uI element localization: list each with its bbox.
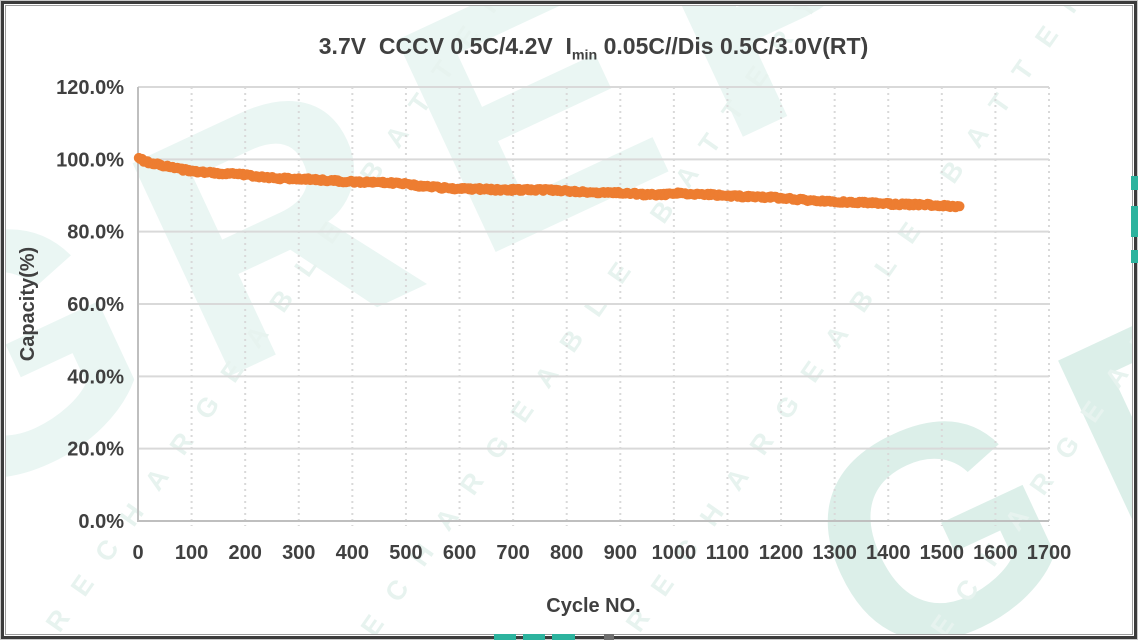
y-tick-label: 100.0% (56, 149, 124, 171)
y-axis-title: Capacity(%) (17, 246, 39, 362)
cropped-logo-fragment (552, 634, 575, 640)
cropped-logo-fragment (1131, 176, 1138, 190)
x-tick-label: 700 (496, 542, 529, 564)
x-tick-label: 1200 (759, 542, 804, 564)
x-tick-label: 200 (228, 542, 261, 564)
chart-title-text: 0.05C//Dis 0.5C/3.0V(RT) (597, 33, 869, 59)
x-tick-label: 500 (389, 542, 422, 564)
cropped-logo-fragment (1131, 206, 1138, 237)
x-tick-label: 1600 (973, 542, 1018, 564)
cropped-logo-fragment (523, 634, 545, 640)
x-tick-label: 1500 (920, 542, 965, 564)
data-series (133, 152, 965, 213)
x-tick-label: 1300 (812, 542, 857, 564)
y-tick-label: 120.0% (56, 77, 124, 99)
cropped-logo-fragment (1131, 250, 1138, 263)
x-axis-title: Cycle NO. (546, 595, 641, 617)
y-tick-label: 20.0% (67, 439, 124, 461)
x-tick-label: 0 (132, 542, 143, 564)
x-tick-label: 600 (443, 542, 476, 564)
y-tick-label: 40.0% (67, 366, 124, 388)
data-point (954, 201, 965, 212)
x-tick-label: 400 (336, 542, 369, 564)
chart-title-text: 3.7V CCCV 0.5C/4.2V I (318, 33, 572, 59)
x-tick-label: 800 (550, 542, 583, 564)
x-tick-label: 100 (175, 542, 208, 564)
cropped-logo-fragment (494, 634, 516, 640)
chart-title-subscript: min (571, 47, 598, 64)
y-tick-label: 0.0% (78, 511, 124, 533)
y-tick-label: 80.0% (67, 222, 124, 244)
cropped-logo-fragment (604, 634, 614, 640)
x-tick-label: 1400 (866, 542, 911, 564)
x-tick-label: 1100 (706, 542, 749, 564)
x-tick-label: 1000 (652, 542, 697, 564)
x-tick-label: 900 (604, 542, 637, 564)
x-tick-label: 1700 (1027, 542, 1072, 564)
x-tick-label: 300 (282, 542, 315, 564)
y-tick-label: 60.0% (67, 294, 124, 316)
chart-title: 3.7V CCCV 0.5C/4.2V Imin 0.05C//Dis 0.5C… (138, 33, 1049, 64)
